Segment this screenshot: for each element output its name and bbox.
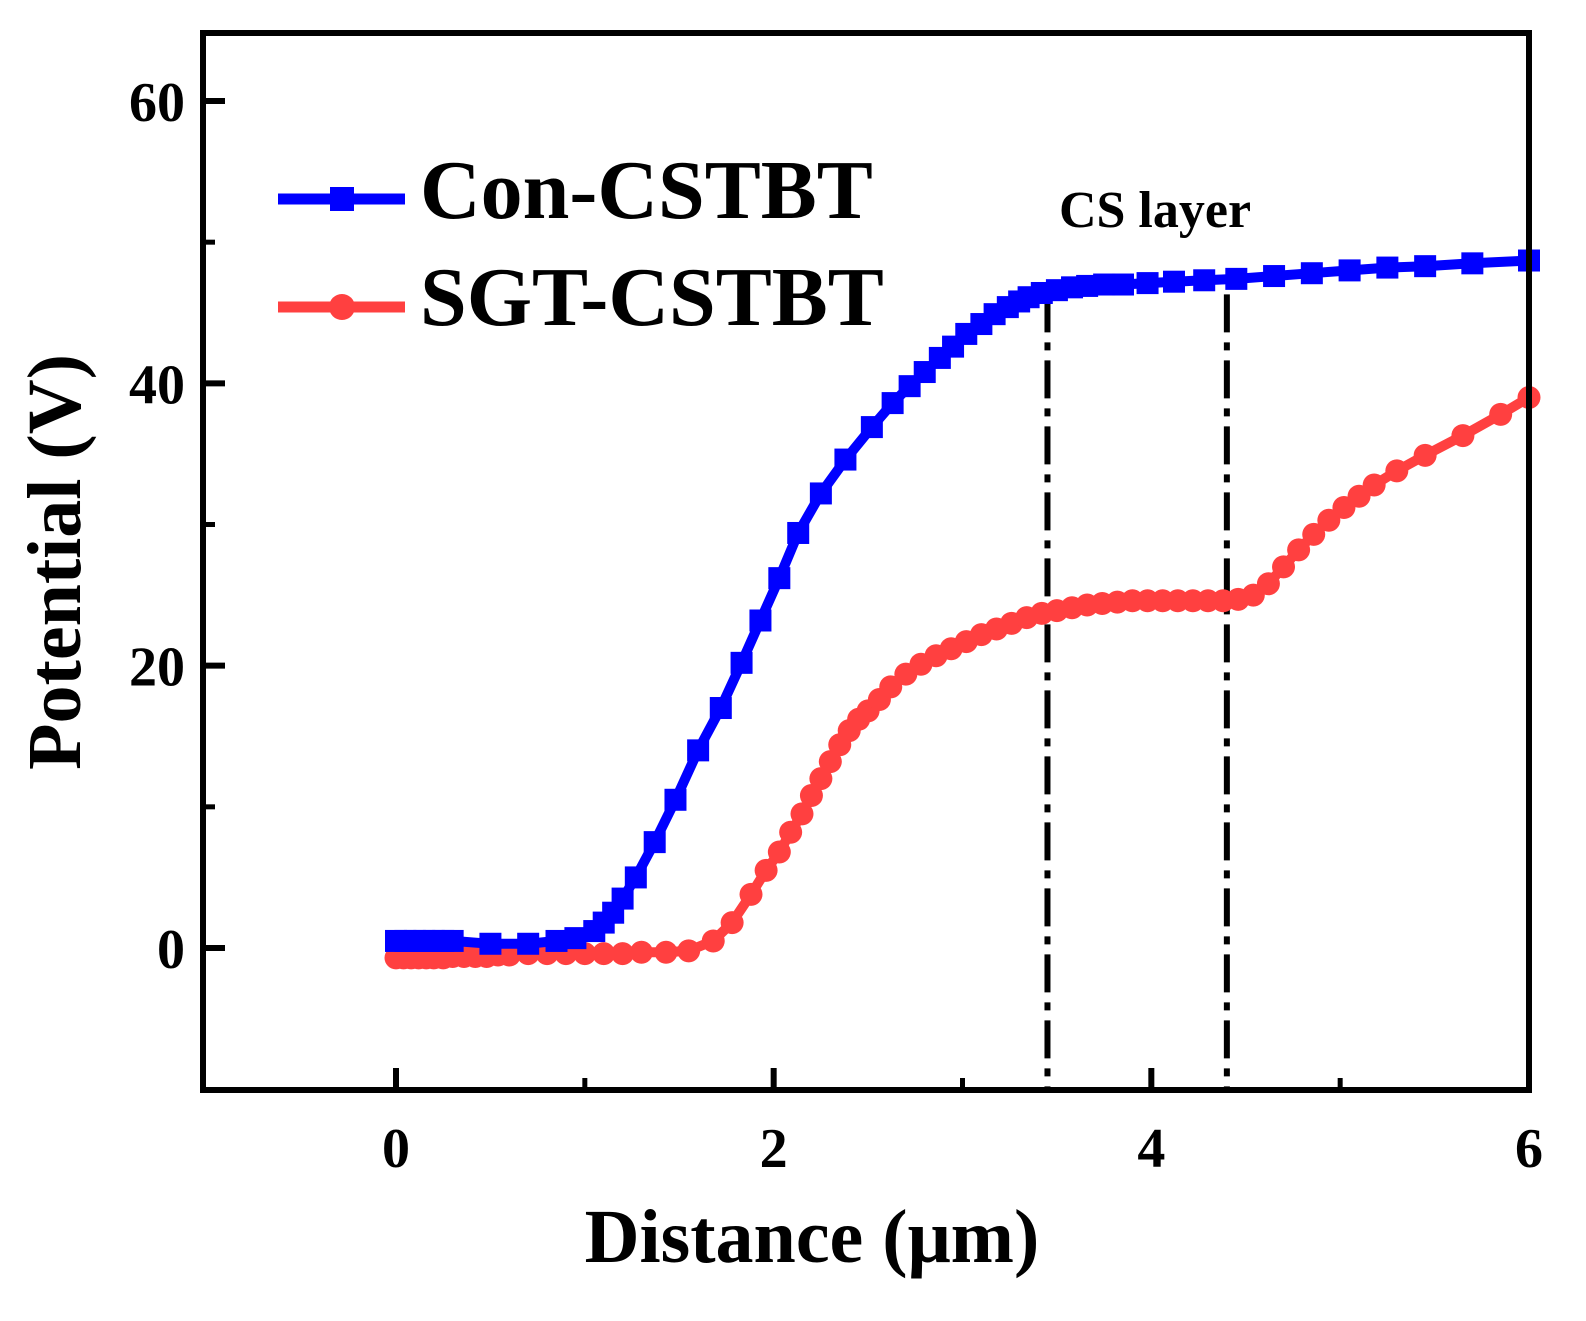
data-point-sgt-cstbt [497,943,521,967]
data-point-con-cstbt [1300,262,1323,285]
data-point-con-cstbt [1162,270,1185,293]
data-point-sgt-cstbt [1385,459,1409,483]
data-point-con-cstbt [860,416,883,439]
data-point-sgt-cstbt [1256,572,1280,596]
data-point-sgt-cstbt [1302,522,1326,546]
x-axis-label: Distance (μm) [585,1195,1040,1279]
data-point-con-cstbt [768,567,791,590]
data-point-con-cstbt [664,788,687,811]
data-point-con-cstbt [1376,256,1399,279]
data-point-sgt-cstbt [779,820,803,844]
data-point-sgt-cstbt [767,840,791,864]
data-point-con-cstbt [1136,272,1159,295]
data-point-con-cstbt [517,932,540,955]
data-point-sgt-cstbt [1451,424,1475,448]
cs-layer-annotation: CS layer [1059,182,1251,239]
y-tick-label: 0 [157,919,185,981]
x-tick-label: 0 [382,1118,410,1180]
data-point-sgt-cstbt [720,911,744,935]
data-point-con-cstbt [624,866,647,889]
data-point-sgt-cstbt [611,942,635,966]
data-point-con-cstbt [749,609,772,632]
data-point-sgt-cstbt [1317,508,1341,532]
data-point-con-cstbt [441,929,464,952]
data-point-con-cstbt [834,448,857,471]
data-point-sgt-cstbt [1362,473,1386,497]
data-point-con-cstbt [1193,269,1216,292]
data-point-con-cstbt [809,482,832,505]
x-tick-label: 6 [1515,1118,1543,1180]
series-layer [384,249,1541,970]
data-point-con-cstbt [1112,273,1135,296]
data-point-con-cstbt [479,932,502,955]
data-point-sgt-cstbt [809,767,833,791]
x-tick-label: 4 [1137,1118,1165,1180]
legend-label-con-cstbt: Con-CSTBT [420,144,873,237]
data-point-con-cstbt [881,392,904,415]
data-point-con-cstbt [545,929,568,952]
data-point-con-cstbt [1461,252,1484,275]
data-point-con-cstbt [564,927,587,950]
data-point-sgt-cstbt [592,942,616,966]
y-tick-label: 60 [129,72,185,134]
data-point-sgt-cstbt [739,882,763,906]
data-point-sgt-cstbt [790,802,814,826]
data-point-con-cstbt [787,521,810,544]
data-point-sgt-cstbt [677,939,701,963]
x-tick-label: 2 [760,1118,788,1180]
data-point-con-cstbt [1338,259,1361,282]
data-point-sgt-cstbt [1413,443,1437,467]
series-con-cstbt [385,249,1540,955]
data-point-con-cstbt [730,651,753,674]
data-point-con-cstbt [1225,267,1248,290]
data-point-sgt-cstbt [1489,402,1513,426]
data-point-sgt-cstbt [818,750,842,774]
y-tick-label: 40 [129,354,185,416]
legend-marker-sgt-cstbt [329,294,355,320]
data-point-con-cstbt [709,697,732,720]
data-point-sgt-cstbt [754,858,778,882]
data-point-con-cstbt [1263,265,1286,288]
data-point-con-cstbt [1076,274,1099,297]
legend-marker-con-cstbt [330,187,354,211]
data-point-con-cstbt [643,831,666,854]
cs-layer-boundaries [1044,294,1230,1087]
data-point-sgt-cstbt [1272,555,1296,579]
data-point-sgt-cstbt [629,940,653,964]
data-point-sgt-cstbt [1287,538,1311,562]
legend: Con-CSTBT SGT-CSTBT [278,144,884,344]
data-point-con-cstbt [1093,273,1116,296]
data-point-sgt-cstbt [654,940,678,964]
y-tick-label: 20 [129,637,185,699]
data-point-con-cstbt [1414,255,1437,278]
data-point-con-cstbt [611,887,634,910]
data-point-sgt-cstbt [701,929,725,953]
data-point-sgt-cstbt [879,675,903,699]
data-point-sgt-cstbt [799,784,823,808]
y-axis-label: Potential (V) [13,354,97,770]
data-point-con-cstbt [687,739,710,762]
plot-frame [200,30,1532,1093]
legend-label-sgt-cstbt: SGT-CSTBT [420,251,884,344]
